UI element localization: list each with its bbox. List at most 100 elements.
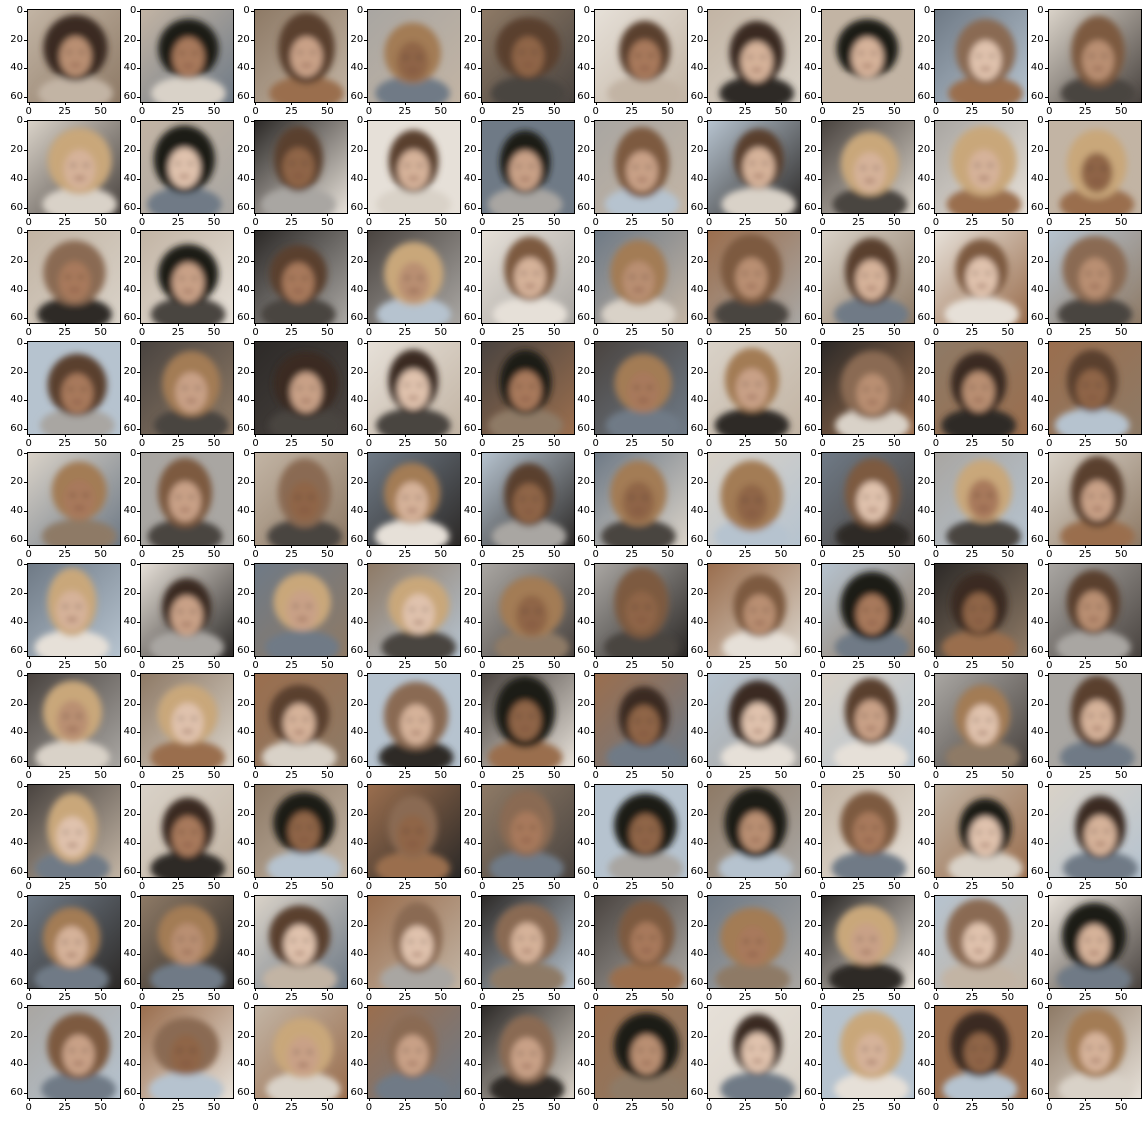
x-tick-mark [100, 766, 102, 770]
x-tick-mark [745, 1098, 747, 1102]
y-tick-mark [704, 150, 708, 152]
x-tick-label: 50 [434, 106, 448, 117]
y-tick-label: 0 [356, 558, 364, 570]
y-tick-mark [704, 97, 708, 98]
y-tick-label: 20 [1030, 697, 1044, 709]
y-tick-label: 60 [463, 312, 477, 324]
x-tick-label: 50 [774, 327, 788, 339]
x-tick-label: 25 [1078, 438, 1092, 450]
y-tick-mark [250, 896, 254, 898]
x-tick-label: 25 [58, 548, 72, 560]
x-tick-mark [1121, 987, 1123, 991]
x-tick-label: 25 [511, 770, 525, 782]
y-tick-mark [1044, 121, 1048, 123]
image-axes: 0 20 40 60 0 25 50 [10, 448, 121, 560]
x-tick-label: 0 [932, 327, 940, 339]
y-tick-label: 60 [577, 865, 590, 877]
y-tick-mark [250, 289, 254, 291]
y-tick-label: 40 [10, 62, 23, 74]
x-tick-mark [64, 655, 66, 659]
image-axes: 0 20 40 60 0 25 50 [464, 448, 575, 560]
generated-face-image [368, 674, 461, 767]
x-tick-mark [178, 655, 180, 659]
x-tick-mark [971, 434, 973, 438]
y-tick-label: 20 [10, 919, 23, 931]
y-tick-mark [817, 429, 821, 431]
image-axes: 0 20 40 60 0 25 50 [237, 780, 348, 892]
y-tick-label: 60 [350, 644, 364, 656]
x-tick-label: 0 [819, 880, 826, 892]
x-tick-mark [894, 102, 896, 105]
y-tick-mark [704, 703, 708, 705]
y-tick-label: 40 [917, 172, 931, 184]
image-axes: 0 20 40 60 0 25 50 [1031, 448, 1142, 560]
y-tick-mark [931, 871, 935, 873]
x-tick-mark [822, 766, 824, 770]
x-tick-label: 25 [1078, 1102, 1092, 1114]
y-tick-mark [364, 1006, 368, 1008]
y-tick-mark [817, 896, 821, 898]
y-tick-mark [591, 785, 594, 787]
y-tick-mark [364, 178, 368, 180]
y-tick-label: 40 [463, 947, 477, 959]
y-tick-mark [137, 1093, 141, 1095]
x-tick-mark [440, 323, 442, 327]
generated-face-image [28, 452, 120, 545]
x-tick-mark [667, 212, 669, 216]
y-tick-label: 20 [917, 808, 931, 820]
y-tick-label: 0 [16, 447, 23, 459]
x-tick-mark [935, 1098, 937, 1102]
x-tick-mark [518, 323, 520, 327]
y-tick-label: 60 [463, 201, 477, 213]
y-tick-label: 40 [463, 172, 477, 184]
y-tick-mark [137, 539, 141, 541]
x-tick-mark [709, 544, 711, 548]
x-tick-label: 50 [434, 1102, 448, 1114]
x-tick-label: 50 [434, 659, 448, 671]
y-tick-mark [704, 621, 708, 623]
x-tick-label: 0 [705, 770, 713, 782]
image-axes: 0 20 40 60 0 25 50 [10, 115, 121, 228]
image-axes: 0 20 40 60 0 25 50 [10, 226, 121, 338]
x-tick-mark [142, 212, 144, 216]
x-tick-label: 0 [365, 438, 373, 450]
x-tick-mark [255, 434, 257, 438]
y-tick-mark [364, 121, 368, 123]
x-tick-mark [142, 434, 144, 438]
x-tick-label: 0 [705, 659, 713, 671]
y-tick-mark [364, 318, 368, 320]
y-tick-label: 60 [917, 644, 931, 656]
x-tick-mark [667, 434, 669, 438]
x-tick-label: 50 [774, 216, 788, 228]
y-tick-label: 60 [123, 533, 137, 545]
x-tick-label: 25 [738, 327, 752, 339]
image-axes: 0 20 40 60 0 25 50 [237, 115, 348, 228]
y-tick-mark [364, 371, 368, 373]
x-tick-mark [780, 434, 782, 438]
x-tick-label: 25 [511, 880, 525, 892]
image-axes: 0 20 40 60 0 25 50 [464, 5, 575, 117]
generated-face-image [935, 784, 1028, 877]
x-tick-mark [213, 766, 215, 770]
x-tick-mark [178, 434, 180, 438]
x-tick-label: 0 [705, 991, 713, 1003]
x-tick-mark [554, 544, 556, 548]
y-tick-mark [24, 510, 27, 512]
y-tick-label: 40 [10, 504, 23, 516]
y-tick-mark [250, 121, 254, 123]
x-tick-mark [1085, 876, 1087, 880]
x-tick-mark [780, 212, 782, 216]
x-tick-mark [1007, 1098, 1009, 1102]
y-tick-mark [817, 342, 821, 344]
y-tick-mark [137, 1035, 141, 1037]
image-axes: 0 20 40 60 0 25 50 [350, 890, 462, 1003]
x-tick-mark [709, 655, 711, 659]
y-tick-mark [704, 510, 708, 512]
x-tick-mark [1007, 434, 1009, 438]
y-tick-label: 0 [130, 779, 137, 791]
x-tick-label: 50 [321, 327, 334, 339]
y-tick-label: 60 [350, 201, 364, 213]
x-tick-label: 0 [592, 438, 599, 450]
y-tick-label: 60 [690, 533, 704, 545]
y-tick-label: 40 [350, 726, 364, 738]
